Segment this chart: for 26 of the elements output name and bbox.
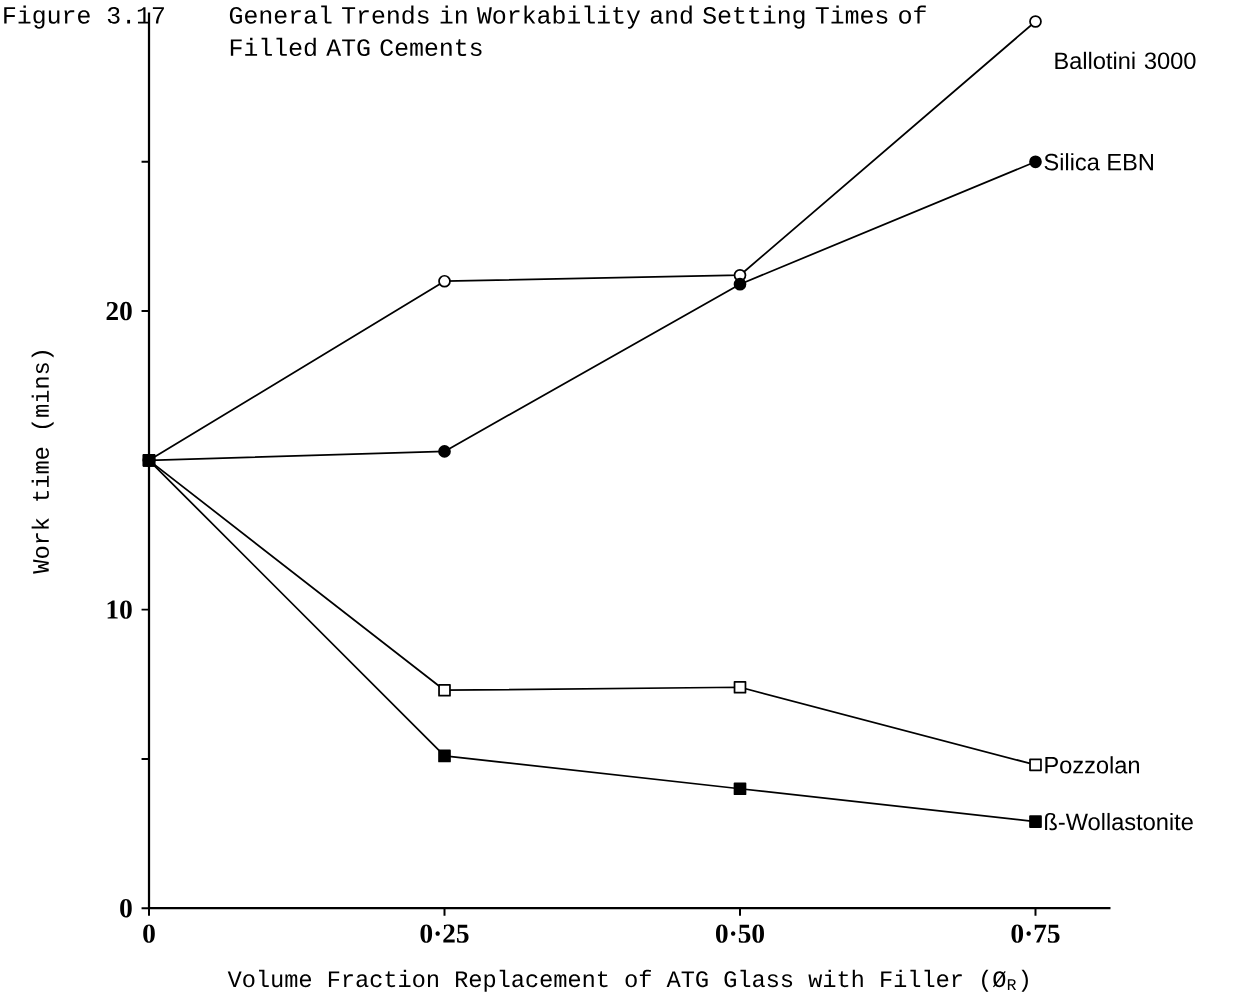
point xyxy=(1029,155,1042,169)
point xyxy=(438,683,451,697)
point xyxy=(733,277,747,291)
point xyxy=(438,274,451,288)
point xyxy=(438,749,451,763)
point xyxy=(1029,815,1042,828)
point xyxy=(733,782,747,796)
series-label: Pozzolan xyxy=(1045,756,1139,774)
y-axis-title: Work time (mins) xyxy=(31,350,54,574)
point xyxy=(1029,758,1042,772)
y-tick-label: 0 xyxy=(120,898,132,918)
point xyxy=(733,680,747,694)
point xyxy=(438,444,451,458)
chart-title: General Trends in Workability and Setting Times of Filled ATG Cements xyxy=(229,5,926,57)
x-tick-label: 0·25 xyxy=(420,924,469,943)
x-axis-title: Volume Fraction Replacement of ATG Glass with Filler (Ø$_{R}$) xyxy=(227,969,1028,992)
y-tick-label: 10 xyxy=(107,600,132,619)
series-label: Silica EBN xyxy=(1044,153,1153,171)
x-tick-label: 0 xyxy=(143,924,155,943)
annotation: Figure 3.17 xyxy=(4,5,164,29)
series-label: ß-Wollastonite xyxy=(1045,812,1193,831)
series-label: Ballotini 3000 xyxy=(1055,51,1196,70)
point xyxy=(1029,15,1042,28)
y-tick-label: 20 xyxy=(106,301,132,321)
x-tick-label: 0·75 xyxy=(1011,924,1060,943)
x-tick-label: 0·50 xyxy=(716,924,764,943)
